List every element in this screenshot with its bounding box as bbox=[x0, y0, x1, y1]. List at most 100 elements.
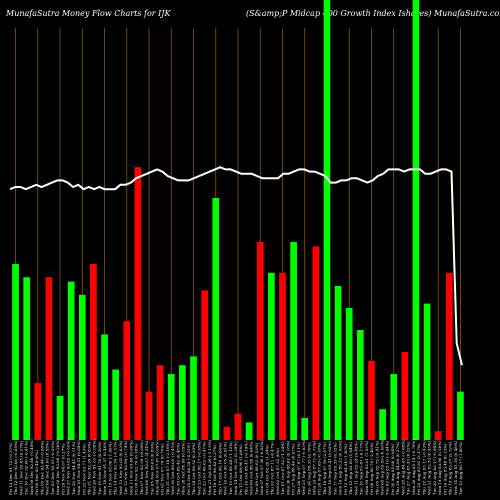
bar bbox=[368, 360, 375, 440]
x-tick-label: Tue 29 Oct 89.42 (0.48%) bbox=[175, 442, 180, 495]
bar bbox=[179, 365, 186, 440]
x-tick-label: Fri 11 Oct 89.90 (1.68%) bbox=[238, 444, 243, 495]
x-tick-label: Thu 14 Nov 92.54 (-0.51%) bbox=[113, 440, 118, 495]
x-tick-label: Tue 10 Sep 81.87 (-0.17%) bbox=[359, 440, 364, 495]
x-tick-label: Wed 16 Oct 90.05 (0.91%) bbox=[223, 441, 228, 495]
x-tick-label: Wed 27 Nov 93.82 (-0.62%) bbox=[66, 439, 71, 495]
bar bbox=[268, 272, 275, 440]
x-tick-label: Fri 01 Nov 87.79 (0.70%) bbox=[160, 443, 165, 495]
x-tick-label: Thu 21 Nov 92.39 (0.83%) bbox=[87, 441, 92, 495]
x-tick-label: Thu 03 Oct 87.11 (-0.47%) bbox=[270, 441, 275, 495]
x-tick-label: Wed 30 Oct 89.05 (-0.41%) bbox=[170, 440, 175, 495]
x-tick-label: Fri 16 Aug 83.48 (0.13%) bbox=[442, 443, 447, 495]
x-tick-label: Wed 13 Nov 93.02 (0.03%) bbox=[118, 440, 123, 495]
x-tick-label: Wed 21 Aug 83.53 (0.43%) bbox=[427, 440, 432, 495]
x-tick-label: Thu 19 Sep 87.18 (2.07%) bbox=[322, 442, 327, 495]
x-tick-label: Thu 10 Oct 88.41 (-0.19%) bbox=[244, 441, 249, 495]
bar bbox=[34, 382, 42, 440]
x-tick-label: Fri 29 Nov 94.07 (0.27%) bbox=[60, 443, 65, 495]
bar bbox=[123, 321, 131, 440]
x-tick-label: Mon 09 Dec 92.98 (-0.49%) bbox=[29, 439, 34, 495]
x-tick-label: Wed 20 Nov 91.63 (-0.08%) bbox=[92, 439, 97, 495]
bar bbox=[56, 396, 64, 440]
bar bbox=[423, 303, 431, 440]
bar bbox=[357, 330, 364, 440]
price-line bbox=[9, 166, 463, 366]
x-tick-label: Fri 04 Oct 88.28 (1.34%) bbox=[264, 444, 269, 495]
x-tick-label: Mon 09 Sep 82.01 (1.55%) bbox=[364, 440, 369, 495]
bar bbox=[401, 352, 409, 440]
x-tick-label: Wed 23 Oct 88.17 (-0.95%) bbox=[196, 440, 201, 495]
x-tick-label: Fri 13 Sep 84.34 (1.50%) bbox=[343, 443, 348, 495]
bar bbox=[90, 264, 97, 440]
x-tick-label: Tue 27 Aug 85.33 (0.22%) bbox=[406, 441, 411, 495]
bar bbox=[312, 246, 320, 440]
bar bbox=[190, 356, 197, 440]
x-tick-label: Thu 24 Oct 88.52 (0.39%) bbox=[191, 442, 196, 495]
x-tick-label: Mon 07 Oct 87.56 (-0.82%) bbox=[259, 440, 264, 495]
x-tick-label: Mon 11 Nov 93.68 (0.99%) bbox=[128, 440, 133, 495]
x-tick-label: Mon 28 Oct 88.99 (0.85%) bbox=[181, 441, 186, 495]
x-tick-label: Wed 18 Sep 85.41 (0.02%) bbox=[327, 441, 332, 495]
bar bbox=[145, 391, 153, 440]
x-tick-label: Wed 06 Nov 92.67 (4.54%) bbox=[144, 440, 149, 495]
x-tick-label: Tue 24 Sep 88.33 (0.70%) bbox=[306, 442, 311, 495]
bar bbox=[279, 272, 286, 440]
bar bbox=[112, 369, 119, 440]
x-tick-label: Wed 09 Oct 88.58 (0.64%) bbox=[249, 441, 254, 495]
x-tick-label: Wed 04 Sep 83.09 (-0.08%) bbox=[380, 439, 385, 495]
bar bbox=[245, 422, 253, 440]
x-tick-label: Fri 06 Sep 80.76 (-2.40%) bbox=[369, 442, 374, 495]
x-tick-label: Mon 30 Sep 88.62 (0.18%) bbox=[285, 440, 290, 495]
bar bbox=[412, 0, 420, 441]
bar bbox=[334, 286, 342, 440]
x-tick-label: Wed 25 Sep 87.77 (-0.63%) bbox=[301, 439, 306, 495]
bar bbox=[290, 242, 297, 440]
x-tick-label: Tue 22 Oct 89.02 (-0.41%) bbox=[202, 441, 207, 495]
bar bbox=[301, 418, 309, 440]
x-tick-label: Thu 15 Aug 83.37 (2.72%) bbox=[448, 441, 453, 495]
x-tick-label: Thu 31 Oct 87.18 (-2.10%) bbox=[165, 441, 170, 495]
x-tick-label: Fri 27 Sep 88.46 (0.67%) bbox=[291, 443, 296, 495]
x-tick-label: Tue 08 Oct 88.02 (0.53%) bbox=[254, 442, 259, 495]
x-tick-label: Mon 19 Aug 83.96 (0.58%) bbox=[437, 440, 442, 495]
x-tick-label: Mon 25 Nov 94.31 (0.64%) bbox=[76, 440, 81, 495]
x-tick-label: Thu 26 Sep 87.87 (0.11%) bbox=[296, 442, 301, 495]
x-tick-label: Tue 01 Oct 87.52 (-1.24%) bbox=[280, 441, 285, 495]
x-tick-label: Wed 11 Dec 92.85 (0.27%) bbox=[19, 441, 24, 495]
bars bbox=[12, 0, 464, 441]
x-tick-label: Fri 06 Dec 93.44 (0%) bbox=[34, 450, 39, 495]
bar bbox=[101, 334, 108, 440]
bar bbox=[390, 374, 398, 440]
bar bbox=[201, 290, 208, 440]
bar bbox=[67, 281, 75, 440]
x-tick-label: Thu 07 Nov 92.59 (-0.09%) bbox=[139, 440, 144, 495]
x-tick-label: Tue 05 Nov 88.65 (0.89%) bbox=[149, 441, 154, 495]
bar bbox=[445, 272, 453, 440]
x-tick-label: Wed 14 Aug 81.16 (0.48%) bbox=[453, 440, 458, 495]
bar bbox=[212, 198, 220, 440]
x-tick-label: Wed 11 Sep 82.24 (0.45%) bbox=[353, 441, 358, 495]
bar bbox=[12, 264, 19, 440]
x-tick-label: Tue 12 Nov 92.99 (-0.74%) bbox=[123, 440, 128, 495]
x-tick-label: Thu 05 Sep 82.75 (-0.41%) bbox=[374, 440, 379, 495]
x-tick-label: Thu 12 Sep 83.09 (1.04%) bbox=[348, 442, 353, 495]
x-tick-label: Thu 12 Dec 92.06 (-0.85%) bbox=[13, 440, 18, 495]
bar bbox=[434, 431, 442, 440]
x-tick-label: Tue 17 Sep 85.39 (0.32%) bbox=[332, 442, 337, 495]
x-tick-label: Tue 15 Oct 89.24 (-1.12%) bbox=[228, 441, 233, 495]
x-tick-label: Mon 04 Nov 87.87 (0.09%) bbox=[155, 440, 160, 495]
chart-title: MunafaSutra Money Flow Charts for IJK bbox=[5, 9, 171, 18]
bar bbox=[134, 167, 142, 440]
bar bbox=[156, 365, 164, 440]
x-tick-label: Tue 26 Nov 94.41 (0.11%) bbox=[71, 441, 76, 495]
x-tick-label: Thu 29 Aug 84.88 (0.27%) bbox=[395, 441, 400, 495]
x-tick-label: Fri 30 Aug 85.68 (0.94%) bbox=[390, 443, 395, 495]
x-tick-label: Fri 20 Sep 87.09 (-0.10%) bbox=[317, 442, 322, 495]
x-tick-label: Fri 15 Nov 91.00 (-1.66%) bbox=[107, 442, 112, 495]
bar bbox=[78, 294, 86, 440]
bar bbox=[234, 413, 242, 440]
bar bbox=[256, 242, 264, 440]
x-tick-label: Tue 13 Aug 80.77 (1.60%) bbox=[458, 441, 463, 495]
